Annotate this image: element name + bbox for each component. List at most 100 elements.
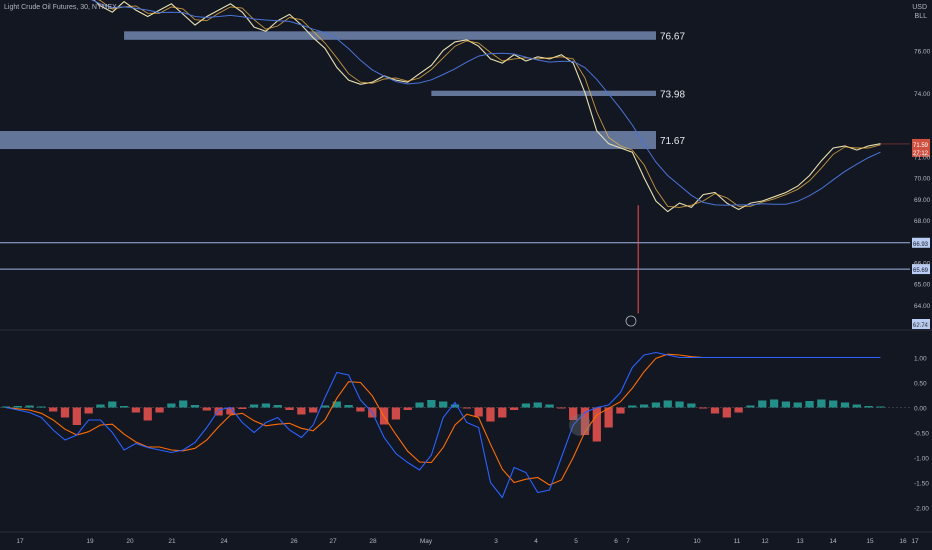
histogram-bar: [108, 401, 117, 408]
histogram-bar: [450, 404, 460, 408]
histogram-bar: [675, 401, 684, 408]
histogram-bar: [604, 407, 613, 428]
histogram-bar: [687, 403, 696, 408]
zone-label: 76.67: [660, 32, 685, 43]
price-tick-label: 66.00: [914, 260, 931, 267]
zone-label: 73.98: [660, 89, 685, 100]
histogram-bar: [49, 407, 58, 412]
histogram-bar: [746, 405, 755, 408]
time-tick-label: 24: [220, 538, 228, 545]
support-tag-label: 66.93: [913, 242, 929, 248]
histogram-bar: [179, 400, 188, 408]
price-tick-label: 64.00: [914, 303, 931, 310]
macd-tick-label: -1.50: [914, 481, 929, 488]
histogram-bar: [663, 400, 672, 408]
histogram-bar: [131, 407, 141, 413]
macd-tick-label: -1.00: [914, 456, 929, 463]
histogram-bar: [864, 406, 873, 408]
macd-tick-label: -0.50: [914, 431, 929, 438]
histogram-bar: [580, 407, 590, 435]
fast-ma-line: [98, 0, 881, 208]
histogram-bar: [439, 401, 448, 408]
histogram-bar: [238, 407, 247, 409]
histogram-bar: [769, 399, 779, 408]
time-tick-label: 20: [126, 538, 134, 545]
histogram-bar: [214, 407, 223, 416]
price-tick-label: 69.00: [914, 197, 931, 204]
macd-tick-label: -2.00: [914, 506, 929, 513]
time-tick-label: 5: [574, 538, 578, 545]
macd-tick-label: 1.00: [914, 356, 927, 363]
histogram-bar: [533, 402, 542, 408]
histogram-bar: [829, 400, 838, 408]
countdown-label: 27:12: [913, 151, 929, 157]
histogram-bar: [734, 407, 743, 413]
time-tick-label: 26: [290, 538, 298, 545]
histogram-bar: [722, 407, 731, 418]
macd-tick-label: 0.50: [914, 381, 927, 388]
histogram-bar: [415, 402, 424, 408]
time-tick-label: 16: [899, 538, 907, 545]
price-tick-label: 63.10: [914, 322, 931, 329]
price-tick-label: 71.00: [914, 154, 931, 161]
time-tick-label: 12: [761, 538, 769, 545]
time-tick-label: 7: [626, 538, 630, 545]
slow-ma-line: [90, 0, 881, 206]
histogram-bar: [167, 403, 176, 408]
time-tick-label: 4: [534, 538, 538, 545]
histogram-bar: [273, 405, 282, 408]
histogram-bar: [285, 407, 294, 410]
highlight-circle: [569, 414, 591, 436]
histogram-bar: [616, 407, 625, 414]
histogram-bar: [249, 404, 259, 408]
bottom-price-label: 62.74: [913, 323, 929, 329]
time-tick-label: 10: [693, 538, 701, 545]
histogram-bar: [545, 404, 554, 408]
current-price-label: 71.59: [913, 143, 929, 149]
time-tick-label: 15: [866, 538, 874, 545]
histogram-bar: [427, 400, 436, 408]
time-tick-label: 21: [168, 538, 176, 545]
support-tag-label: 65.69: [913, 268, 929, 274]
histogram-bar: [710, 407, 720, 414]
histogram-bar: [37, 406, 46, 408]
time-tick-label: 13: [796, 538, 804, 545]
resistance-zone: [0, 131, 656, 150]
histogram-bar: [509, 407, 519, 410]
histogram-bar: [876, 406, 885, 408]
price-tick-label: 74.00: [914, 91, 931, 98]
histogram-bar: [96, 404, 105, 408]
histogram-bar: [309, 407, 318, 413]
zone-label: 71.67: [660, 136, 685, 147]
histogram-bar: [486, 407, 495, 422]
histogram-bar: [344, 405, 353, 408]
histogram-bar: [521, 403, 531, 408]
resistance-zone: [431, 90, 656, 97]
time-tick-label: 3: [494, 538, 498, 545]
histogram-bar: [143, 407, 152, 421]
time-tick-label: May: [420, 538, 433, 545]
histogram-bar: [190, 405, 200, 408]
histogram-bar: [651, 402, 661, 408]
bottom-price-tag: [912, 319, 930, 329]
time-tick-label: 28: [369, 538, 377, 545]
histogram-bar: [628, 405, 637, 408]
time-tick-label: 17: [911, 538, 919, 545]
time-tick-label: 14: [829, 538, 837, 545]
histogram-bar: [60, 407, 70, 418]
histogram-bar: [391, 407, 401, 420]
event-marker-icon: [625, 315, 637, 327]
histogram-bar: [639, 404, 649, 408]
histogram-bar: [699, 407, 708, 409]
histogram-bar: [498, 407, 507, 418]
histogram-bar: [202, 407, 211, 411]
time-tick-label: 11: [734, 538, 741, 545]
histogram-bar: [793, 402, 802, 408]
histogram-bar: [320, 405, 330, 408]
histogram-bar: [332, 401, 341, 408]
histogram-bar: [72, 407, 81, 425]
histogram-bar: [852, 404, 861, 408]
histogram-bar: [1, 406, 11, 408]
